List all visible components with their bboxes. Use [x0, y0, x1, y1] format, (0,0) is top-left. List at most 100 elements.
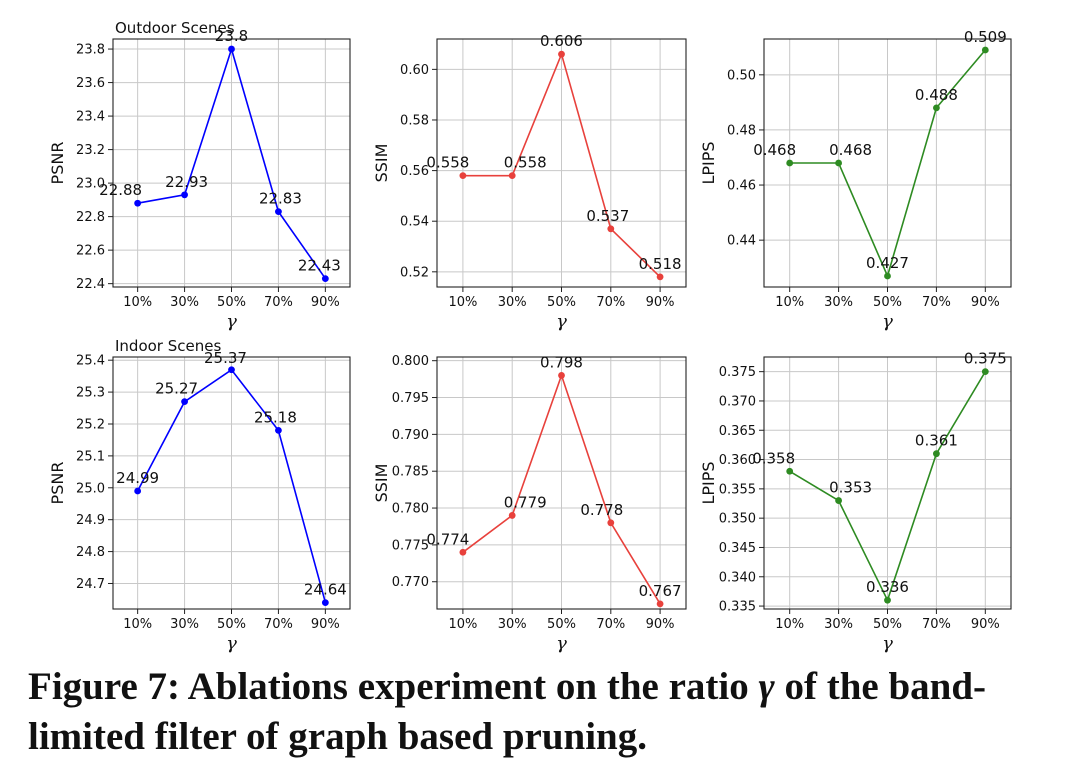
data-label: 22.93 [165, 173, 208, 191]
data-label: 0.798 [540, 353, 583, 371]
y-axis-label: PSNR [48, 462, 67, 505]
x-tick-label: 50% [873, 617, 902, 632]
data-point [134, 487, 142, 495]
y-tick-label: 0.365 [719, 424, 756, 439]
data-label: 0.518 [639, 255, 682, 273]
y-tick-label: 0.56 [400, 164, 429, 179]
y-tick-label: 25.1 [76, 449, 105, 464]
data-point [981, 368, 989, 376]
axes-frame [763, 356, 1012, 610]
data-point [134, 199, 142, 207]
x-tick-label: 10% [123, 295, 152, 310]
data-label: 0.468 [829, 141, 872, 159]
y-tick-label: 0.775 [392, 538, 429, 553]
axes-frame [763, 38, 1012, 288]
y-tick-label: 0.50 [727, 68, 756, 83]
figure-caption: Figure 7: Ablations experiment on the ra… [28, 662, 1068, 762]
data-label: 0.375 [964, 350, 1007, 368]
y-tick-label: 0.795 [392, 391, 429, 406]
subplot-2: 0.52 0.54 0.56 0.58 0.60 10% 30% 50% 70% 90% 0.558… [372, 32, 687, 332]
y-tick-label: 0.58 [400, 113, 429, 128]
axes-frame [112, 38, 351, 288]
y-tick-label: 0.355 [719, 482, 756, 497]
y-tick-label: 23.6 [76, 76, 105, 91]
x-tick-label: 90% [646, 295, 675, 310]
data-label: 0.774 [426, 530, 469, 548]
data-point [884, 596, 891, 604]
data-point [786, 159, 794, 167]
y-tick-label: 22.8 [76, 210, 105, 225]
data-point [607, 225, 615, 233]
data-label: 25.18 [254, 408, 297, 426]
y-tick-label: 23.2 [76, 143, 105, 158]
data-point [181, 398, 188, 406]
y-tick-label: 0.54 [400, 215, 429, 230]
y-tick-label: 0.350 [719, 512, 756, 527]
y-tick-label: 0.60 [400, 63, 429, 78]
x-tick-label: 50% [217, 295, 246, 310]
x-tick-label: 30% [170, 617, 199, 632]
y-tick-label: 0.48 [727, 123, 756, 138]
data-point [786, 467, 794, 475]
y-tick-label: 25.0 [76, 481, 105, 496]
y-tick-label: 24.8 [76, 545, 105, 560]
data-point [884, 272, 891, 280]
x-axis-label: γ [556, 633, 567, 654]
x-tick-label: 10% [123, 617, 152, 632]
x-tick-label: 70% [922, 295, 951, 310]
data-label: 0.427 [866, 254, 909, 272]
x-axis-label: γ [226, 633, 237, 654]
data-label: 0.779 [504, 493, 547, 511]
y-axis-label: SSIM [372, 464, 391, 503]
y-tick-label: 0.770 [392, 575, 429, 590]
data-label: 0.537 [586, 207, 629, 225]
y-tick-label: 24.7 [76, 577, 105, 592]
y-tick-label: 0.345 [719, 541, 756, 556]
x-tick-label: 30% [824, 617, 853, 632]
y-tick-label: 24.9 [76, 513, 105, 528]
y-tick-label: 25.4 [76, 354, 105, 369]
data-label: 0.558 [426, 154, 469, 172]
y-tick-label: 0.375 [719, 365, 756, 380]
x-tick-label: 90% [646, 617, 675, 632]
x-tick-label: 90% [311, 295, 340, 310]
data-label: 0.358 [752, 449, 795, 467]
x-tick-label: 10% [775, 295, 804, 310]
y-axis-label: LPIPS [699, 141, 718, 184]
caption-suffix: of the band-limited filter of graph base… [28, 665, 987, 758]
figure-canvas: 22.4 22.6 22.8 23.0 23.2 23.4 23.6 23.8 10% 30% 50… [48, 19, 1012, 654]
data-point [459, 548, 467, 556]
x-tick-label: 70% [264, 295, 293, 310]
y-tick-label: 23.8 [76, 43, 105, 58]
data-point [656, 600, 664, 608]
x-tick-label: 70% [596, 617, 625, 632]
data-label: 0.468 [753, 141, 796, 159]
y-tick-label: 0.800 [392, 354, 429, 369]
data-label: 0.336 [866, 578, 909, 596]
data-label: 0.353 [829, 479, 872, 497]
data-label: 22.43 [298, 257, 341, 275]
data-point [181, 191, 188, 199]
axes-frame [112, 356, 351, 610]
y-axis-label: PSNR [48, 142, 67, 185]
data-label: 0.361 [915, 432, 958, 450]
y-tick-label: 0.790 [392, 428, 429, 443]
x-tick-label: 90% [971, 617, 1000, 632]
data-label: 0.606 [540, 32, 583, 50]
x-tick-label: 10% [448, 295, 477, 310]
y-axis-label: SSIM [372, 144, 391, 183]
y-tick-label: 0.52 [400, 265, 429, 280]
data-point [228, 366, 235, 374]
data-label: 25.37 [204, 349, 247, 367]
data-point [835, 159, 842, 167]
data-point [835, 497, 842, 504]
data-label: 0.558 [504, 154, 547, 172]
data-point [558, 372, 565, 379]
x-axis-label: γ [882, 633, 893, 654]
x-tick-label: 50% [547, 617, 576, 632]
axes-frame [436, 38, 687, 288]
x-tick-label: 50% [217, 617, 246, 632]
data-label: 0.767 [639, 582, 682, 600]
y-tick-label: 25.2 [76, 417, 105, 432]
data-label: 0.488 [915, 86, 958, 104]
